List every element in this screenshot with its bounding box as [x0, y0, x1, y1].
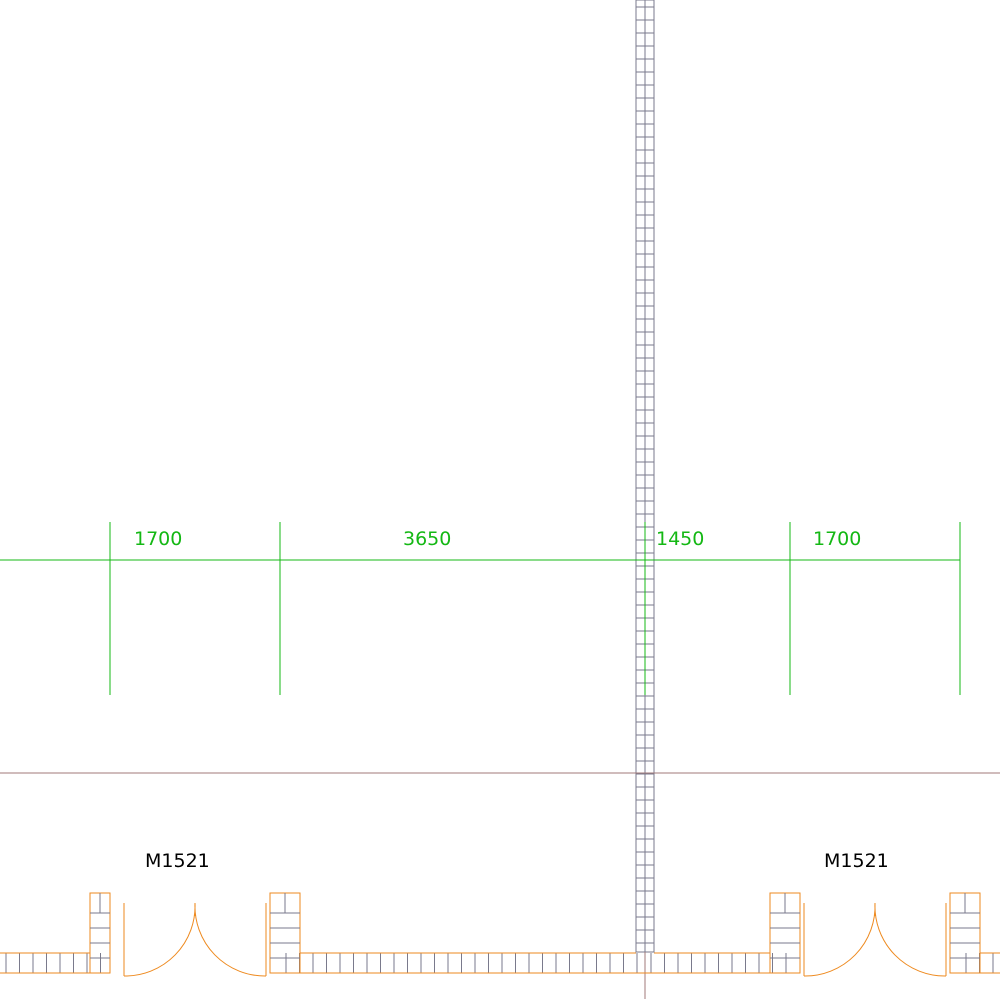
dimension-chain: 1700 3650 1450 1700	[0, 522, 961, 695]
bottom-wall	[0, 952, 1000, 974]
vertical-partition-wall	[635, 0, 655, 953]
door-swing-arc	[803, 902, 876, 977]
door-swing-arc	[194, 902, 267, 977]
door-swing-arc	[874, 902, 947, 977]
dimension-label: 1700	[813, 528, 861, 550]
door-label: M1521	[145, 850, 210, 872]
dimension-label: 3650	[403, 528, 451, 550]
dimension-label: 1450	[656, 528, 704, 550]
dimension-label: 1700	[134, 528, 182, 550]
door-swing-arc	[123, 902, 196, 977]
door-m1521-right: M1521	[803, 850, 947, 977]
door-m1521-left: M1521	[123, 850, 267, 977]
door-label: M1521	[824, 850, 889, 872]
door-jambs	[89, 892, 981, 974]
